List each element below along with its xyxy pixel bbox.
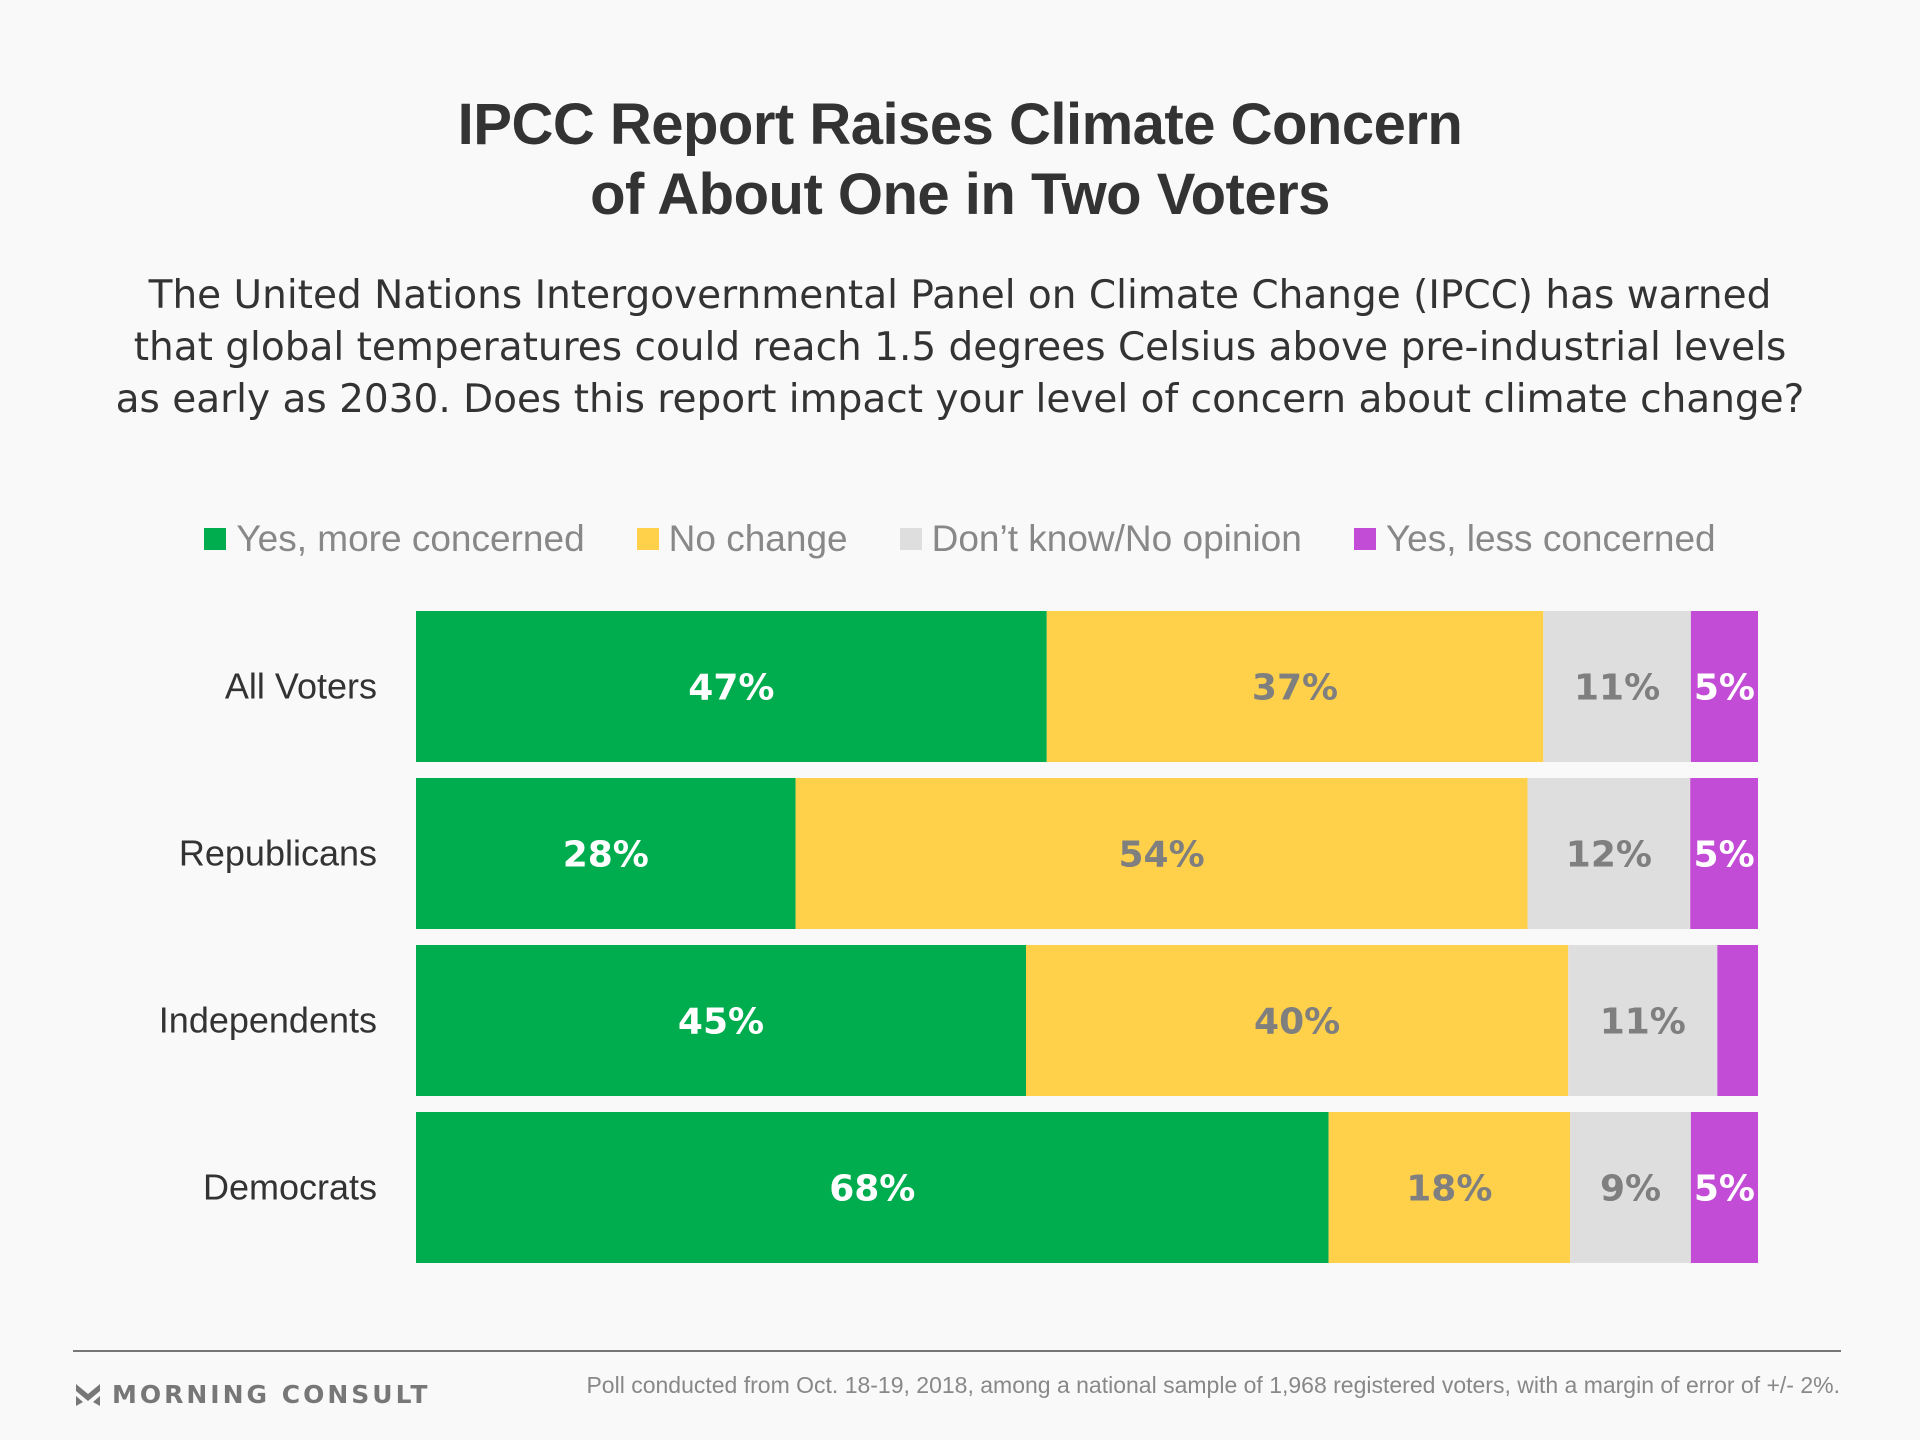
bar-row: All Voters 47% 37% 11% 5% <box>225 611 1758 762</box>
data-label: 11% <box>1600 1002 1686 1043</box>
subtitle-line-3: as early as 2030. Does this report impac… <box>115 377 1805 422</box>
data-label: 5% <box>1694 1169 1755 1210</box>
subtitle-line-1: The United Nations Intergovernmental Pan… <box>148 273 1772 318</box>
legend-swatch <box>204 528 227 550</box>
bar-segment <box>416 945 1026 1096</box>
category-label: All Voters <box>225 666 377 707</box>
legend-label: Don’t know/No opinion <box>931 518 1302 559</box>
bar-segment <box>416 1112 1329 1263</box>
bar-segment <box>1568 945 1718 1096</box>
bar-segment <box>1527 778 1691 929</box>
bar-segment <box>416 778 796 929</box>
bar-segment <box>1543 611 1691 762</box>
bar-segment <box>1717 945 1758 1096</box>
bar-segment <box>1690 1112 1758 1263</box>
data-label: 40% <box>1254 1002 1340 1043</box>
category-label: Independents <box>159 1000 377 1041</box>
data-label: 68% <box>829 1169 915 1210</box>
legend-item-more-concerned: Yes, more concerned <box>204 518 585 560</box>
bar-row: Democrats 68% 18% 9% 5% <box>203 1112 1758 1263</box>
legend-label: No change <box>668 518 848 559</box>
bar-segment <box>1026 945 1569 1096</box>
data-label: 45% <box>678 1002 764 1043</box>
bar-segment <box>1328 1112 1571 1263</box>
legend: Yes, more concerned No change Don’t know… <box>0 518 1920 560</box>
data-label: 47% <box>688 668 774 709</box>
bar-segment <box>416 611 1047 762</box>
legend-swatch <box>636 528 659 550</box>
legend-swatch <box>899 528 922 550</box>
legend-swatch <box>1353 528 1376 550</box>
bar-segment <box>1046 611 1544 762</box>
morning-consult-chevron-icon <box>76 1383 100 1406</box>
data-label: 12% <box>1566 835 1652 876</box>
footnote: Poll conducted from Oct. 18-19, 2018, am… <box>586 1372 1840 1398</box>
legend-label: Yes, more concerned <box>236 518 585 559</box>
chart-title: IPCC Report Raises Climate Concern of Ab… <box>0 90 1920 230</box>
footer-divider <box>73 1350 1841 1352</box>
bar-segment <box>1690 611 1758 762</box>
legend-item-dont-know: Don’t know/No opinion <box>899 518 1302 560</box>
bar-row: Independents 45% 40% 11% <box>159 945 1758 1096</box>
subtitle-line-2: that global temperatures could reach 1.5… <box>133 325 1787 370</box>
data-label: 54% <box>1118 835 1204 876</box>
data-label: 11% <box>1574 668 1660 709</box>
bar-row: Republicans 28% 54% 12% 5% <box>179 778 1758 929</box>
brand-name: MORNING CONSULT <box>112 1380 431 1409</box>
legend-item-less-concerned: Yes, less concerned <box>1353 518 1716 560</box>
brand-logo: MORNING CONSULT <box>76 1380 430 1409</box>
bar-segment <box>1690 778 1758 929</box>
bar-segment <box>795 778 1528 929</box>
category-label: Democrats <box>203 1167 377 1208</box>
bar-segment <box>1570 1112 1691 1263</box>
legend-label: Yes, less concerned <box>1385 518 1716 559</box>
data-label: 5% <box>1694 835 1755 876</box>
category-label: Republicans <box>179 833 377 874</box>
data-label: 9% <box>1600 1169 1661 1210</box>
data-label: 28% <box>563 835 649 876</box>
chart-subtitle: The United Nations Intergovernmental Pan… <box>0 270 1920 426</box>
data-label: 37% <box>1252 668 1338 709</box>
data-label: 18% <box>1406 1169 1492 1210</box>
title-line-2: of About One in Two Voters <box>590 162 1330 227</box>
data-label: 5% <box>1694 668 1755 709</box>
title-line-1: IPCC Report Raises Climate Concern <box>457 92 1463 157</box>
legend-item-no-change: No change <box>636 518 848 560</box>
